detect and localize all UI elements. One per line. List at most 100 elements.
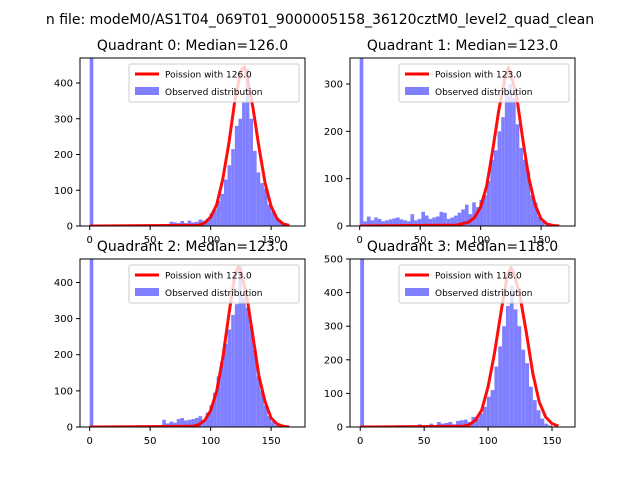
quadrant-1-hist-bar	[457, 212, 462, 226]
quadrant-0-hist-bar	[238, 118, 243, 226]
quadrant-3-hist-bar	[498, 346, 503, 427]
quadrant-2-hist-bar	[245, 307, 250, 427]
quadrant-1-hist-bar	[497, 131, 502, 226]
quadrant-2-ytick-label: 0	[67, 423, 73, 434]
quadrant-0-hist-bar	[274, 217, 279, 226]
quadrant-3-hist-bar	[525, 363, 529, 427]
quadrant-3-hist-bar	[486, 396, 491, 427]
figure-title: n file: modeM0/AS1T04_069T01_9000005158_…	[46, 12, 594, 28]
quadrant-3-hist-bar	[436, 421, 441, 427]
quadrant-1-hist-bar	[522, 159, 527, 226]
quadrant-2-hist-bar	[216, 376, 221, 427]
quadrant-3-hist-bar	[509, 285, 514, 427]
quadrant-3-hist-bar	[448, 421, 453, 427]
quadrant-1-hist-bar	[472, 202, 476, 226]
quadrant-2-ytick-label: 300	[54, 314, 73, 325]
quadrant-3-xtick-label: 100	[479, 436, 498, 447]
quadrant-0-legend: Poission with 126.0 Observed distribution	[128, 63, 300, 103]
quadrant-0-xtick-label: 50	[144, 235, 157, 246]
quadrant-2-hist-bar	[234, 304, 239, 427]
quadrant-3-hist-bar	[482, 406, 487, 427]
quadrant-2-legend-hist-swatch	[135, 288, 159, 296]
quadrant-0-hist-bar	[260, 183, 264, 226]
quadrant-0-hist-bar	[271, 211, 275, 226]
quadrant-3-hist-bar	[463, 419, 468, 427]
quadrant-1-hist-bar	[490, 159, 494, 226]
quadrant-1-hist-bar	[417, 218, 422, 226]
quadrant-0-hist-bar	[227, 165, 232, 226]
quadrant-0-legend-box	[128, 63, 300, 103]
quadrant-1-legend-hist-label: Observed distribution	[435, 88, 532, 98]
quadrant-0-title: Quadrant 0: Median=126.0	[97, 38, 288, 54]
quadrant-0-hist-bar	[278, 221, 283, 226]
quadrant-2-ytick-label: 100	[54, 386, 73, 397]
quadrant-0-legend-hist-label: Observed distribution	[165, 88, 262, 98]
quadrant-0-chart: 0 50 100 150 0 100 200 300 400 Quadrant 0: Median…	[54, 38, 306, 246]
quadrant-3-ytick-label: 200	[324, 355, 343, 366]
quadrant-3-ytick-label: 100	[324, 389, 343, 400]
quadrant-3-hist-bar	[475, 418, 480, 427]
quadrant-2-hist-bar	[202, 419, 206, 427]
quadrant-2-xtick-label: 0	[86, 436, 92, 447]
quadrant-2-hist-bar	[169, 421, 174, 427]
quadrant-0-hist-bar	[231, 149, 235, 226]
quadrant-0-hist-bar	[213, 209, 217, 226]
quadrant-0-hist-bar	[220, 193, 224, 226]
quadrant-2-hist-bar	[231, 315, 235, 427]
quadrant-2-legend: Poission with 123.0 Observed distribution	[128, 264, 300, 304]
quadrant-3-ytick-label: 500	[324, 255, 343, 266]
quadrant-3-legend-curve-label: Poission with 118.0	[435, 272, 522, 282]
quadrant-3-xtick-label: 0	[357, 436, 363, 447]
quadrant-0-hist-bar	[169, 221, 174, 226]
quadrant-3-legend-hist-swatch	[405, 288, 429, 296]
quadrant-2-hist-bar	[180, 417, 185, 427]
quadrant-1-hist-bar	[385, 220, 389, 226]
quadrant-0-ytick-label: 0	[67, 222, 73, 233]
quadrant-2-hist-bar	[176, 419, 181, 427]
quadrant-1-hist-bar	[533, 202, 538, 226]
quadrant-3-ytick-label: 0	[337, 423, 343, 434]
quadrant-2-hist-bar	[263, 405, 268, 427]
quadrant-2-legend-hist-label: Observed distribution	[165, 289, 262, 299]
quadrant-1-ytick-label: 0	[337, 222, 343, 233]
quadrant-0-xtick-label: 150	[262, 235, 281, 246]
quadrant-2-hist-bar	[205, 412, 210, 427]
quadrant-2-chart: 0 50 100 150 0 100 200 300 400 Quadrant 2: Median…	[54, 239, 306, 447]
quadrant-1-hist-bar	[475, 207, 480, 226]
quadrant-2-hist-bar	[267, 416, 272, 427]
quadrant-2-title: Quadrant 2: Median=123.0	[97, 239, 288, 255]
quadrant-1-hist-bar	[479, 199, 484, 226]
quadrant-3-hist-bar	[505, 306, 510, 427]
quadrant-1-legend-curve-label: Poission with 123.0	[435, 71, 522, 81]
quadrant-0-hist-bar	[187, 220, 192, 226]
quadrant-3-hist-bar	[502, 326, 506, 427]
quadrant-3-xtick-label: 150	[542, 436, 561, 447]
quadrant-2-hist-bar	[191, 419, 195, 427]
quadrant-3-hist-bar	[456, 420, 460, 427]
quadrant-0-hist-bar	[89, 58, 94, 226]
quadrant-2-hist-bar	[271, 421, 275, 427]
quadrant-1-hist-bar	[403, 220, 407, 226]
quadrant-1-hist-bar	[454, 215, 458, 226]
quadrant-1-hist-bar	[377, 218, 382, 226]
quadrant-1-xtick-label: 100	[471, 235, 490, 246]
quadrant-0-hist-bar	[267, 204, 272, 226]
quadrant-2-hist-bar	[238, 266, 243, 427]
quadrant-0-hist-bar	[216, 200, 221, 226]
quadrant-2-hist-bar	[256, 376, 261, 427]
quadrant-2-hist-bar	[162, 419, 166, 427]
quadrant-1-hist-bar	[446, 218, 451, 226]
quadrant-1-hist-bar	[443, 212, 447, 226]
quadrant-1-hist-bar	[410, 214, 415, 226]
quadrant-0-ytick-label: 100	[54, 186, 73, 197]
quadrant-1-hist-bar	[515, 124, 520, 226]
quadrant-3-hist-bar	[544, 423, 549, 427]
quadrant-1-hist-bar	[366, 216, 371, 226]
quadrant-2-hist-bar	[242, 296, 246, 427]
quadrant-1-hist-bar	[370, 220, 375, 226]
quadrant-1-hist-bar	[425, 215, 429, 226]
quadrant-2-legend-box	[128, 264, 300, 304]
quadrant-3-hist-bar	[459, 420, 464, 427]
quadrant-3-legend: Poission with 118.0 Observed distribution	[398, 264, 570, 304]
quadrant-1-ytick-label: 300	[324, 80, 343, 91]
